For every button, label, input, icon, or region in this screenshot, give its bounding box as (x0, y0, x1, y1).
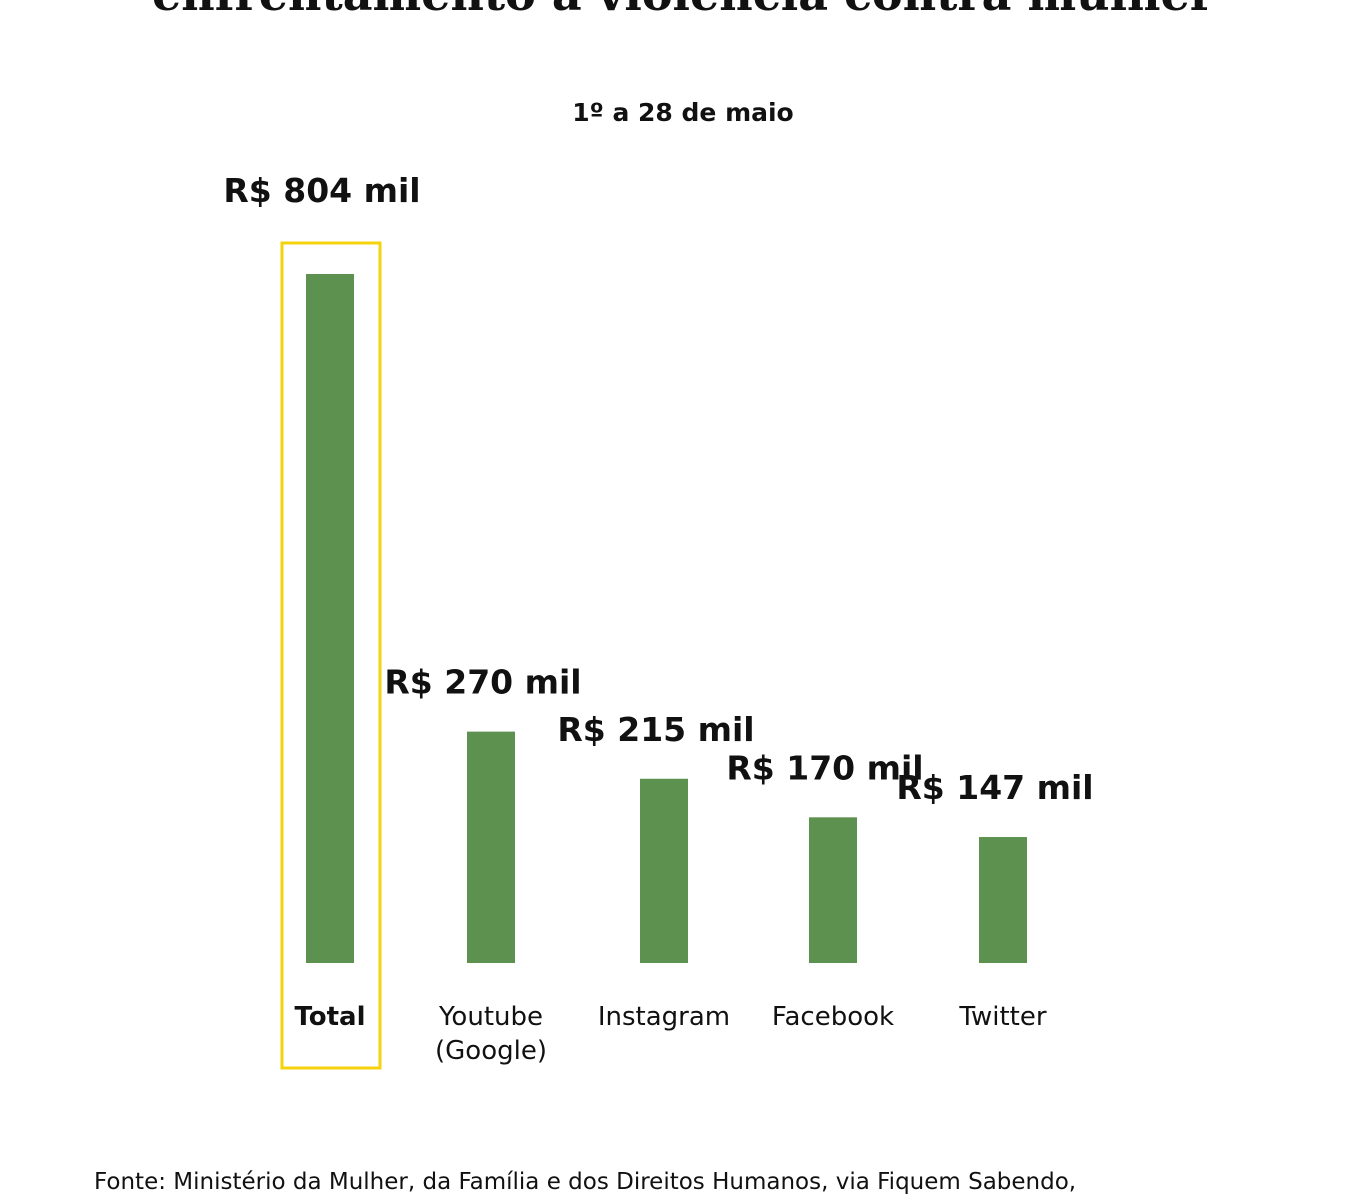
bar-total (306, 274, 354, 963)
bar-instagram (640, 778, 688, 963)
category-label-total: Total (294, 1002, 365, 1032)
bar-youtube (467, 731, 515, 963)
value-label-total: R$ 804 mil (223, 171, 420, 210)
highlight-box-total (280, 241, 382, 1070)
value-label-twitter: R$ 147 mil (896, 768, 1093, 807)
category-label-youtube: Youtube (Google) (435, 1002, 547, 1066)
value-label-instagram: R$ 215 mil (557, 710, 754, 749)
category-label-instagram: Instagram (598, 1002, 730, 1032)
source-note: Fonte: Ministério da Mulher, da Família … (94, 1169, 1077, 1195)
chart-subtitle: 1º a 28 de maio (572, 98, 794, 127)
category-label-facebook: Facebook (772, 1002, 894, 1032)
chart-title: enfrentamento à violência contra mulher (0, 0, 1366, 22)
value-label-youtube: R$ 270 mil (384, 663, 581, 702)
category-label-twitter: Twitter (958, 1002, 1046, 1032)
bar-facebook (809, 817, 857, 963)
bars-group (280, 241, 1027, 1070)
value-label-facebook: R$ 170 mil (726, 748, 923, 787)
bar-twitter (979, 837, 1027, 963)
bar-chart: R$ 804 mil Total R$ 270 mil Youtube (Google)… (223, 171, 1094, 1070)
labels-group: R$ 804 mil Total R$ 270 mil Youtube (Google)… (223, 171, 1093, 1066)
